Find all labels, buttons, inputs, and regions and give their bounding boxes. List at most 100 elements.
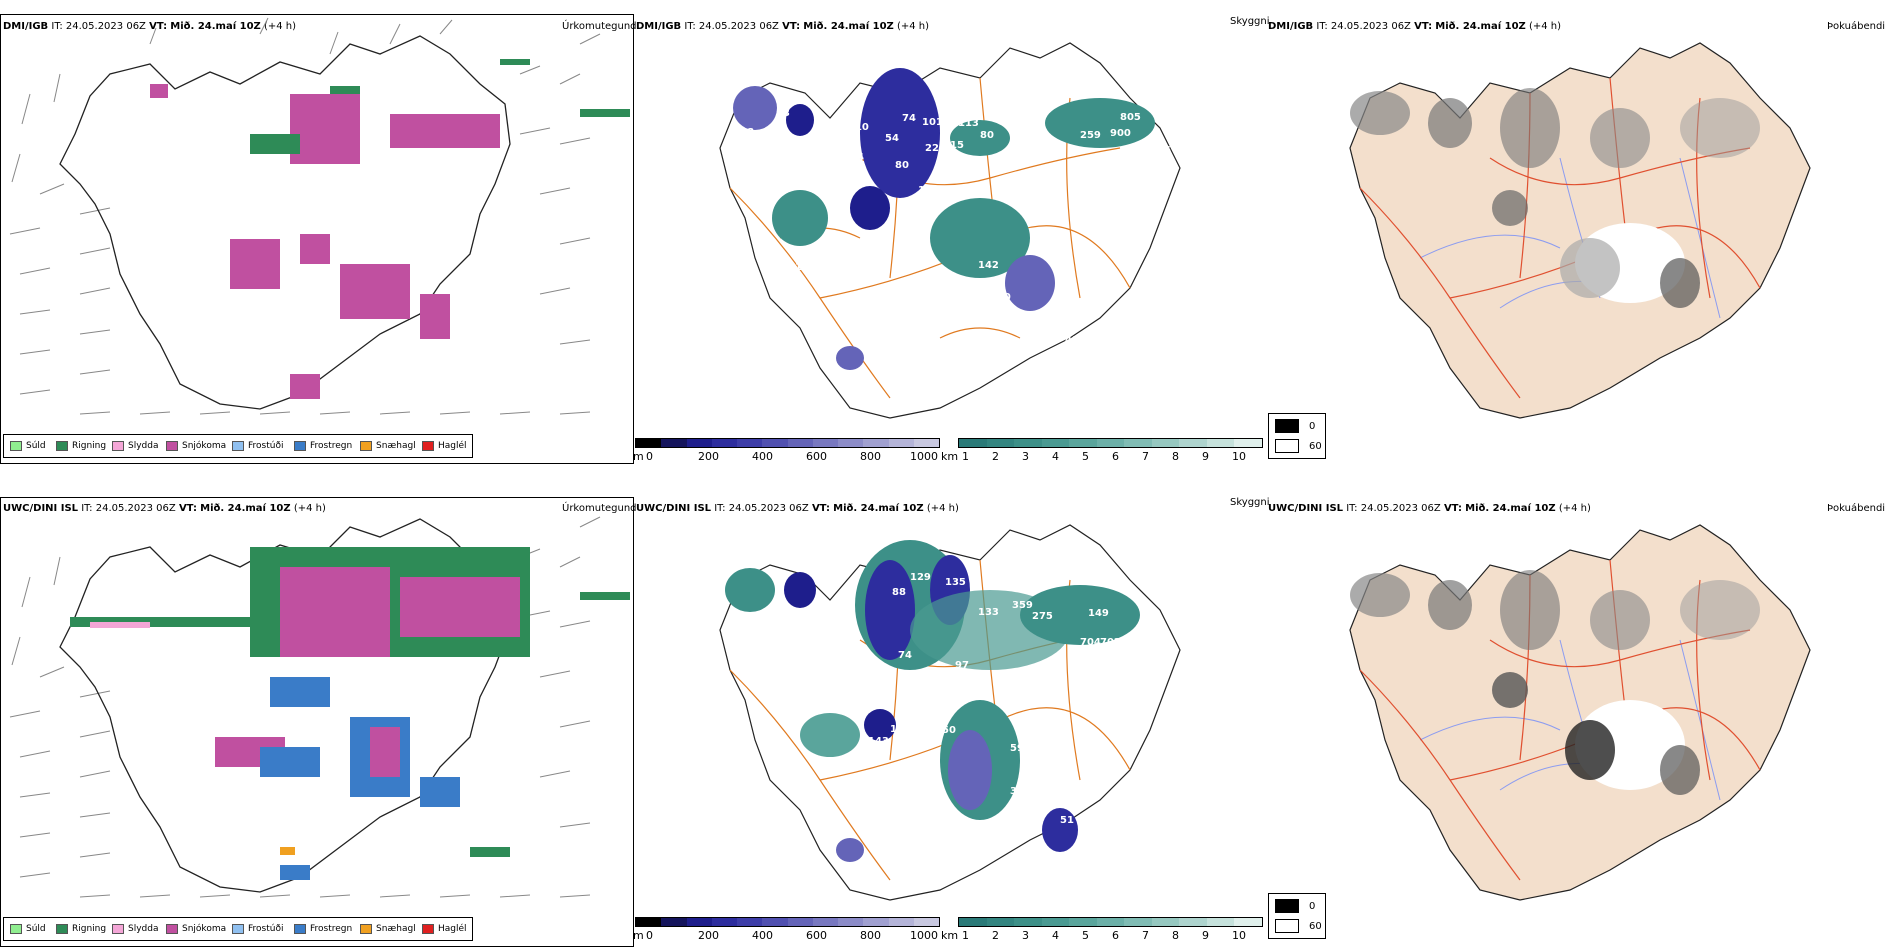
svg-text:88: 88 xyxy=(892,587,906,598)
fog-model-2: UWC/DINI ISL xyxy=(1268,503,1344,514)
precip-legend-1: Súld Rigning Slydda Snjókoma Frostúði Fr… xyxy=(3,434,473,458)
cloud-title-2: Skyggni xyxy=(1230,497,1270,508)
svg-text:63: 63 xyxy=(776,108,790,119)
svg-text:359: 359 xyxy=(1012,600,1033,611)
svg-text:122: 122 xyxy=(925,860,946,871)
km-colorbar-1 xyxy=(958,438,1263,448)
svg-text:108: 108 xyxy=(918,185,939,196)
cloud-map-1: 74 101 93 113 54 228 15 108 80 110 84 80… xyxy=(719,42,1181,419)
km-unit-2: km xyxy=(941,929,959,942)
svg-text:149: 149 xyxy=(1088,608,1109,619)
svg-text:74: 74 xyxy=(898,650,912,661)
svg-text:110: 110 xyxy=(848,122,869,133)
cloud-key-1: 0 60 xyxy=(1268,413,1326,459)
precip-it-time-1: 24.05.2023 06Z xyxy=(65,21,146,32)
svg-text:355: 355 xyxy=(1010,786,1031,797)
km-unit-1: km xyxy=(941,450,959,463)
svg-text:59: 59 xyxy=(1010,743,1024,754)
iceland-outline xyxy=(59,518,511,893)
svg-text:107: 107 xyxy=(890,724,911,735)
svg-text:126: 126 xyxy=(1148,630,1169,641)
cloud-header-2: UWC/DINI ISL IT: 24.05.2023 06Z VT: Mið.… xyxy=(636,503,959,514)
cloud-map-2: 129 88 135 133 359 275 149 704 702 126 8… xyxy=(719,524,1181,901)
svg-text:84: 84 xyxy=(850,152,864,163)
precip-legend-2: Súld Rigning Slydda Snjókoma Frostúði Fr… xyxy=(3,917,473,941)
svg-text:163: 163 xyxy=(1048,694,1069,705)
fog-header-1: DMI/IGB IT: 24.05.2023 06Z VT: Mið. 24.m… xyxy=(1268,21,1562,32)
legend-swatch-freezing-rain xyxy=(294,441,306,451)
legend-swatch-hail xyxy=(422,441,434,451)
fog-indicator-areas-2 xyxy=(1350,570,1760,795)
precip-model-2: UWC/DINI ISL xyxy=(3,503,79,514)
legend-swatch-ice-pellets xyxy=(360,441,372,451)
precip-map-2 xyxy=(9,516,630,898)
cloud-header-1: DMI/IGB IT: 24.05.2023 06Z VT: Mið. 24.m… xyxy=(636,21,930,32)
svg-text:704: 704 xyxy=(1080,637,1101,648)
svg-text:74: 74 xyxy=(902,113,916,124)
height-unit-2: m xyxy=(633,929,644,942)
km-colorbar-2 xyxy=(958,917,1263,927)
cloud-base-areas-1 xyxy=(733,68,1155,370)
height-unit-1: m xyxy=(633,450,644,463)
svg-text:146: 146 xyxy=(1150,145,1171,156)
svg-text:100: 100 xyxy=(764,627,785,638)
svg-text:113: 113 xyxy=(796,632,817,643)
legend-swatch-snow xyxy=(166,441,178,451)
svg-text:41: 41 xyxy=(1065,335,1079,346)
svg-text:113: 113 xyxy=(932,383,953,394)
precip-model-1: DMI/IGB xyxy=(3,21,49,32)
svg-text:80: 80 xyxy=(895,160,909,171)
svg-text:143: 143 xyxy=(868,736,889,747)
svg-text:51: 51 xyxy=(1060,815,1074,826)
svg-text:135: 135 xyxy=(945,577,966,588)
svg-text:69: 69 xyxy=(872,256,886,267)
fog-header-2: UWC/DINI ISL IT: 24.05.2023 06Z VT: Mið.… xyxy=(1268,503,1591,514)
fog-indicator-areas-1 xyxy=(1350,88,1760,308)
svg-text:120: 120 xyxy=(808,252,829,263)
svg-text:15: 15 xyxy=(950,140,964,151)
cloud-model-2: UWC/DINI ISL xyxy=(636,503,712,514)
svg-text:113: 113 xyxy=(958,118,979,129)
svg-text:900: 900 xyxy=(1110,128,1131,139)
svg-text:306: 306 xyxy=(968,278,989,289)
precip-title-1: Úrkomutegund xyxy=(562,21,637,32)
svg-text:50: 50 xyxy=(942,725,956,736)
legend-swatch-drizzle xyxy=(10,441,22,451)
precip-panel-1 xyxy=(0,14,634,464)
svg-text:101: 101 xyxy=(922,117,943,128)
height-colorbar-2 xyxy=(635,917,940,927)
cloud-values-2: 129 88 135 133 359 275 149 704 702 126 8… xyxy=(764,572,1169,871)
precip-header-2: UWC/DINI ISL IT: 24.05.2023 06Z VT: Mið.… xyxy=(3,503,326,514)
legend-swatch-rain xyxy=(56,441,68,451)
precip-panel-2 xyxy=(0,497,634,947)
fog-map-2 xyxy=(1349,524,1811,901)
svg-text:54: 54 xyxy=(885,133,899,144)
precip-lead-1: (+4 h) xyxy=(263,21,297,32)
fog-model-1: DMI/IGB xyxy=(1268,21,1314,32)
svg-text:134: 134 xyxy=(1050,310,1071,321)
svg-text:142: 142 xyxy=(978,260,999,271)
fog-title-2: Þokuábendi xyxy=(1827,503,1886,514)
svg-text:88: 88 xyxy=(740,127,754,138)
fog-title-1: Þokuábendi xyxy=(1827,21,1886,32)
height-colorbar-1 xyxy=(635,438,940,448)
svg-text:228: 228 xyxy=(925,143,946,154)
fog-map-1 xyxy=(1349,42,1811,419)
svg-text:259: 259 xyxy=(1080,130,1101,141)
svg-text:100: 100 xyxy=(990,292,1011,303)
svg-text:805: 805 xyxy=(1120,112,1141,123)
svg-text:275: 275 xyxy=(1032,611,1053,622)
wind-barbs xyxy=(9,17,601,415)
svg-text:93: 93 xyxy=(942,107,956,118)
cloud-values-1: 74 101 93 113 54 228 15 108 80 110 84 80… xyxy=(740,107,1171,394)
svg-text:80: 80 xyxy=(980,130,994,141)
svg-text:217: 217 xyxy=(788,262,809,273)
iceland-outline xyxy=(1349,42,1811,419)
legend-swatch-sleet xyxy=(112,441,124,451)
svg-text:262: 262 xyxy=(960,302,981,313)
svg-text:702: 702 xyxy=(1100,637,1121,648)
svg-text:133: 133 xyxy=(978,607,999,618)
svg-text:129: 129 xyxy=(910,572,931,583)
wind-barbs xyxy=(9,516,601,898)
fog-rivers xyxy=(1419,157,1721,319)
